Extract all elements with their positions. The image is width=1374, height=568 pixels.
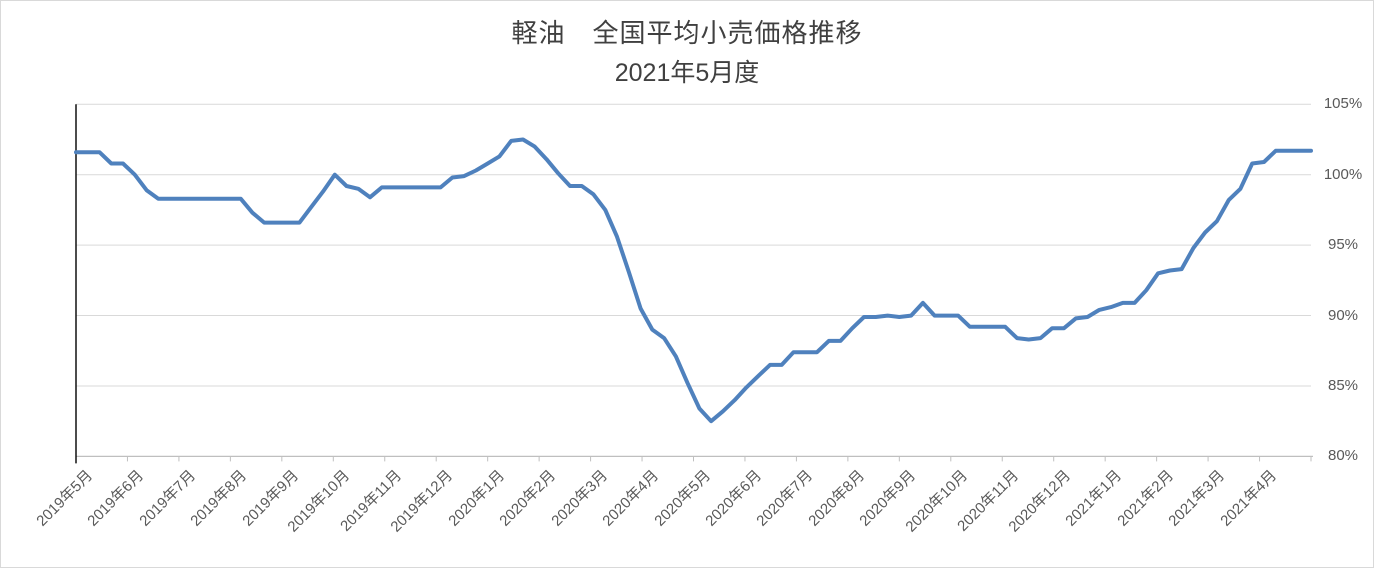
chart-title-block: 軽油 全国平均小売価格推移 2021年5月度 [1, 13, 1373, 93]
y-axis-tick-label: 95% [1327, 236, 1359, 254]
price-line-series [74, 137, 1313, 424]
y-axis-tick-label: 90% [1327, 306, 1359, 324]
chart-subtitle: 2021年5月度 [614, 59, 760, 87]
y-axis-tick-label: 100% [1323, 165, 1363, 183]
chart-title: 軽油 全国平均小売価格推移 [511, 18, 863, 48]
y-axis-tick-label: 85% [1327, 376, 1359, 394]
y-axis-tick-label: 80% [1327, 447, 1359, 465]
y-axis-tick-label: 105% [1323, 95, 1363, 113]
